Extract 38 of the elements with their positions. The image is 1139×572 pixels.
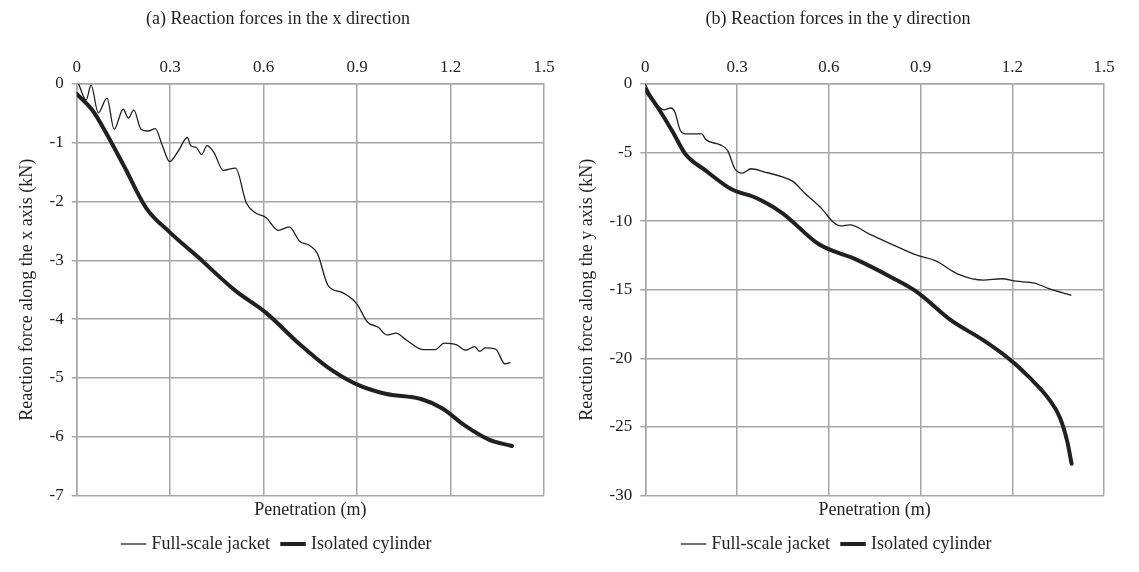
x-axis-title: Penetration (m) [254, 498, 367, 520]
x-tick-label: 0.3 [726, 57, 748, 77]
x-tick-label: 1.5 [1093, 57, 1115, 77]
x-tick-label: 1.2 [439, 57, 462, 77]
x-tick-label: 0.3 [159, 57, 181, 77]
x-tick-label: 0.6 [253, 57, 275, 77]
legend-label: Full-scale jacket [151, 532, 270, 553]
y-tick-label: -20 [609, 347, 633, 367]
y-tick-label: 0 [623, 73, 633, 93]
y-tick-label: -25 [609, 416, 633, 436]
y-tick-label: -30 [609, 484, 633, 504]
y-tick-label: -7 [49, 484, 65, 504]
chart-title: (b) Reaction forces in the y direction [705, 7, 971, 29]
x-tick-label: 1.5 [533, 57, 555, 77]
y-axis-title: Reaction force along the y axis (kN) [575, 158, 597, 421]
y-tick-label: -1 [49, 132, 64, 152]
y-tick-label: -3 [49, 249, 64, 269]
chart-title: (a) Reaction forces in the x direction [146, 7, 410, 29]
y-tick-label: -10 [609, 210, 633, 230]
x-tick-label: 0 [72, 57, 82, 77]
y-tick-label: -5 [49, 367, 64, 387]
y-tick-label: -15 [609, 279, 633, 299]
x-axis-title: Penetration (m) [818, 498, 931, 520]
line-series [645, 87, 1074, 466]
legend-label: Isolated cylinder [311, 532, 432, 553]
legend-label: Isolated cylinder [871, 532, 992, 553]
y-tick-label: -5 [618, 142, 633, 162]
y-tick-label: -4 [49, 308, 65, 328]
x-tick-label: 0.6 [818, 57, 840, 77]
x-tick-label: 0.9 [346, 57, 368, 77]
x-tick-label: 1.2 [1001, 57, 1023, 77]
y-tick-label: -2 [49, 191, 64, 211]
y-tick-label: -6 [49, 426, 64, 446]
y-tick-label: 0 [55, 73, 64, 93]
legend-label: Full-scale jacket [711, 532, 830, 553]
y-axis-title: Reaction force along the x axis (kN) [15, 158, 37, 421]
x-tick-label: 0 [641, 57, 650, 77]
x-tick-label: 0.9 [909, 57, 932, 77]
